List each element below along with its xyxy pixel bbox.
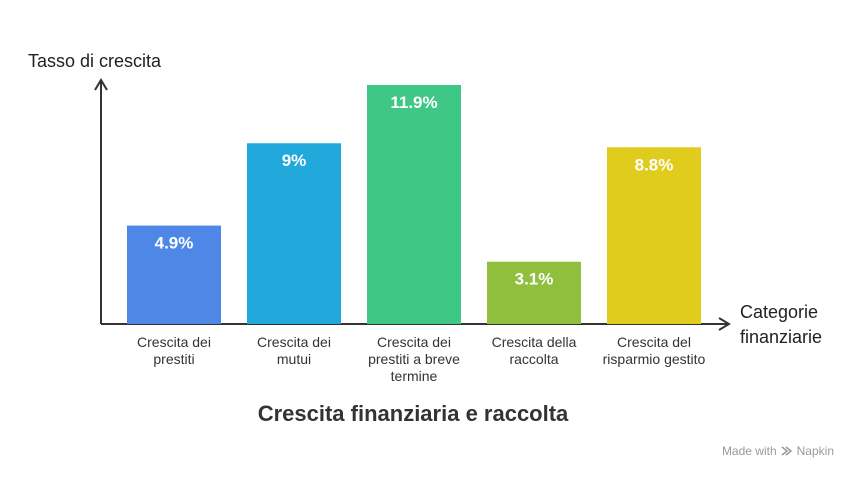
y-axis-arrow bbox=[94, 78, 108, 91]
made-with-text: Made with bbox=[721, 444, 777, 458]
category-label-line: mutui bbox=[277, 351, 311, 367]
bar bbox=[247, 143, 341, 324]
x-axis-label-line: Categorie bbox=[740, 302, 818, 322]
made-with-credit: Made with Napkin bbox=[722, 444, 834, 458]
x-axis-arrow bbox=[718, 317, 731, 331]
napkin-brand-text: Napkin bbox=[796, 444, 834, 458]
category-label-line: risparmio gestito bbox=[603, 351, 706, 367]
category-label-line: prestiti a breve bbox=[368, 351, 460, 367]
category-label-line: Crescita del bbox=[617, 334, 691, 350]
category-label: Crescita del risparmio gestito bbox=[603, 334, 706, 367]
category-label: Crescita dei prestiti a breve termine bbox=[368, 334, 460, 384]
bar bbox=[127, 225, 221, 324]
category-label-line: Crescita dei bbox=[257, 334, 331, 350]
category-label-line: Crescita della bbox=[492, 334, 577, 350]
bar-value-label: 9% bbox=[282, 151, 307, 170]
napkin-logo-icon bbox=[781, 446, 792, 456]
x-axis-label: Categorie finanziarie bbox=[740, 302, 822, 347]
chart-title: Crescita finanziaria e raccolta bbox=[258, 401, 569, 426]
category-label: Crescita dei mutui bbox=[257, 334, 331, 367]
category-label: Crescita dei prestiti bbox=[137, 334, 211, 367]
bar-value-label: 11.9% bbox=[390, 93, 437, 112]
category-label-line: Crescita dei bbox=[377, 334, 451, 350]
category-label-line: raccolta bbox=[509, 351, 558, 367]
bar bbox=[487, 261, 581, 324]
bar bbox=[367, 85, 461, 324]
category-label-line: prestiti bbox=[153, 351, 194, 367]
y-axis-label: Tasso di crescita bbox=[28, 51, 162, 71]
category-label-line: termine bbox=[391, 368, 438, 384]
bars-group: 4.9% 9% 11.9% 3.1% 8.8% bbox=[127, 85, 701, 324]
bar-value-label: 3.1% bbox=[515, 270, 554, 289]
bar-value-label: 4.9% bbox=[155, 234, 194, 253]
category-label: Crescita della raccolta bbox=[492, 334, 577, 367]
x-axis-label-text: Categorie finanziarie bbox=[740, 302, 822, 347]
category-label-line: Crescita dei bbox=[137, 334, 211, 350]
bar-value-label: 8.8% bbox=[635, 155, 674, 174]
x-axis-label-line: finanziarie bbox=[740, 327, 822, 347]
bar bbox=[607, 147, 701, 324]
